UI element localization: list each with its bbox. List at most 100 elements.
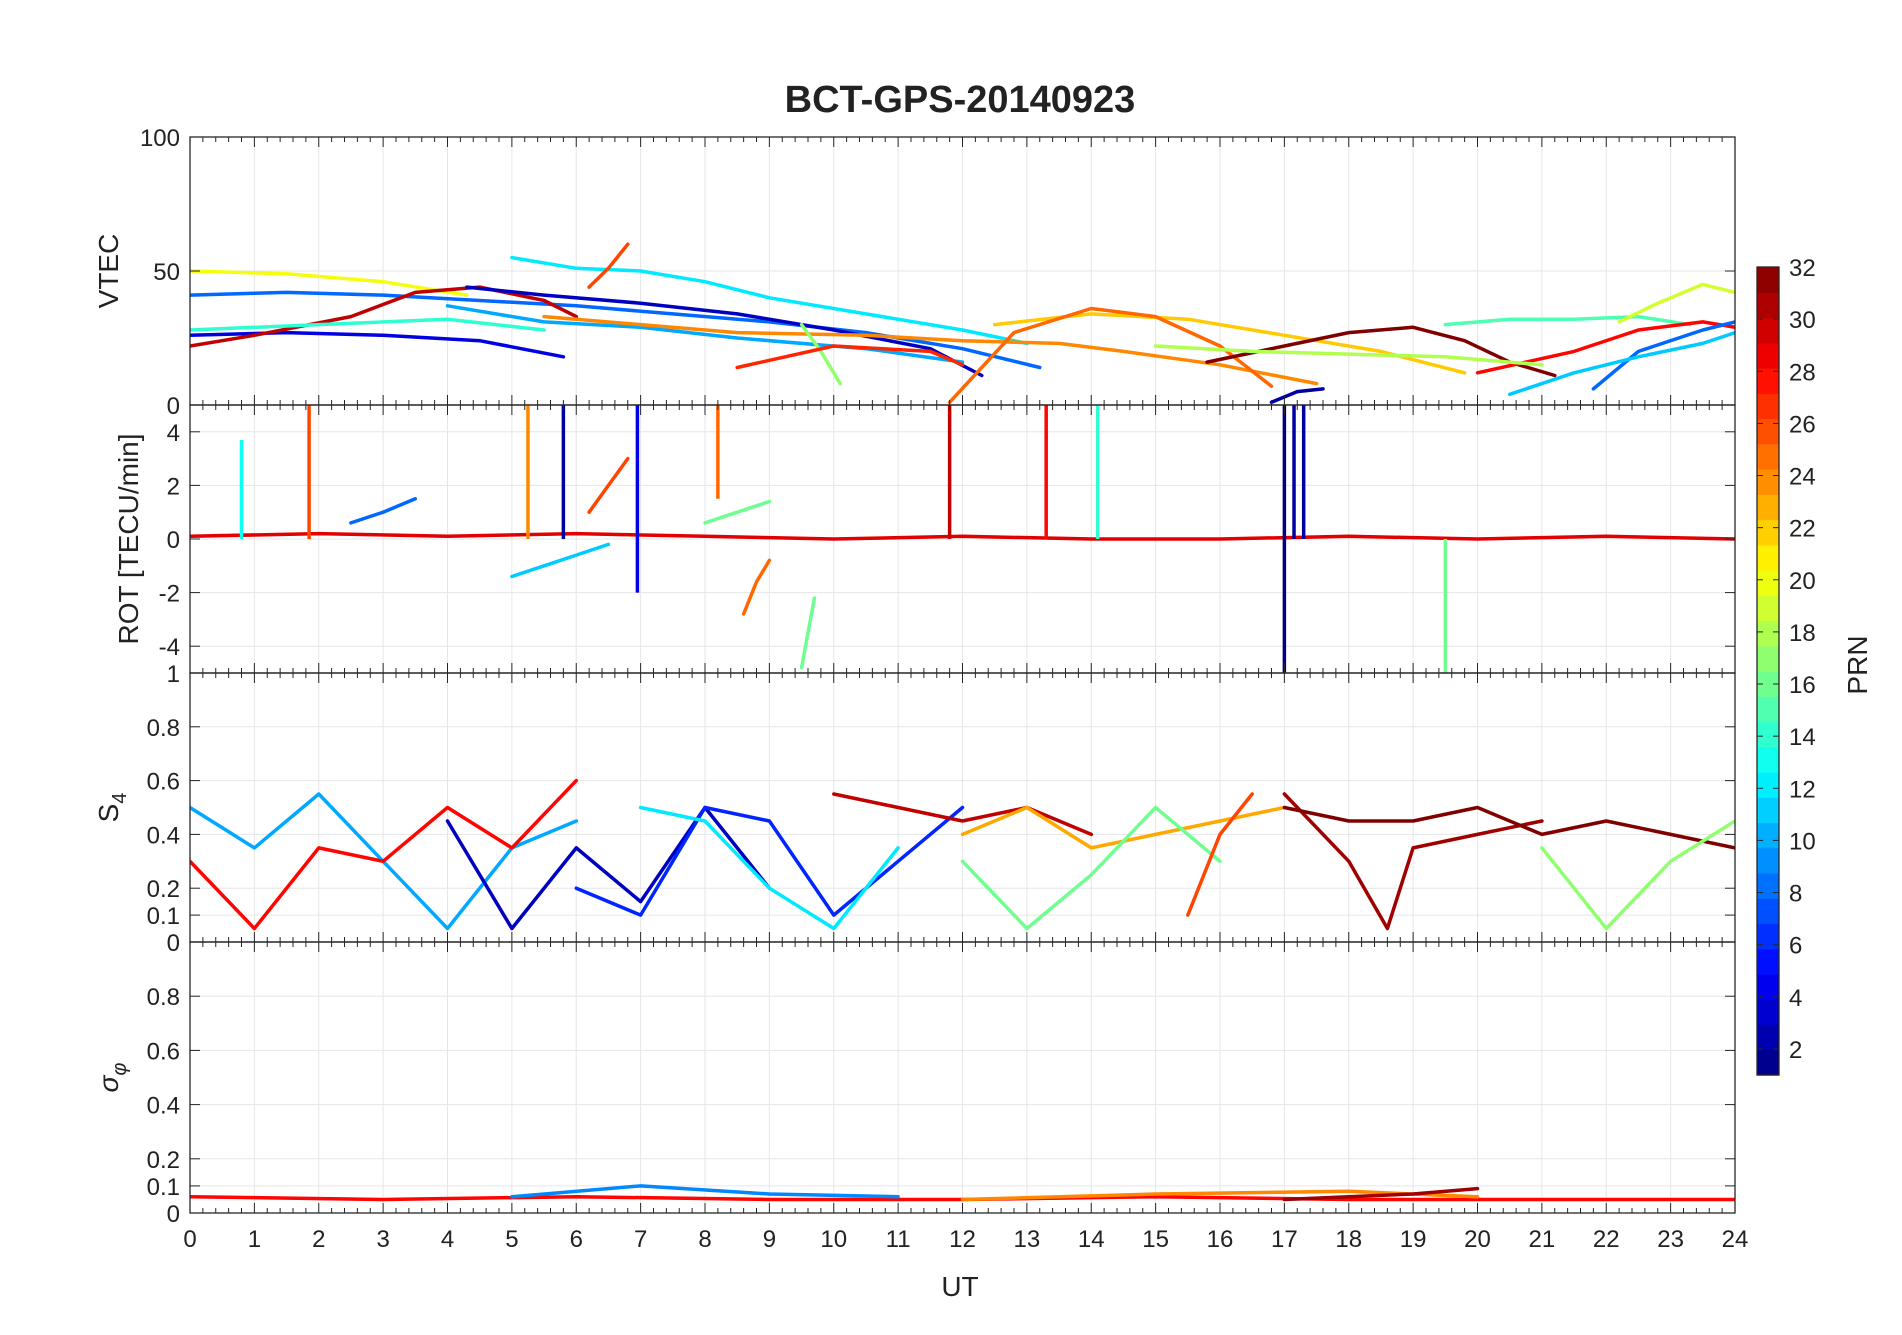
colorbar-segment bbox=[1757, 671, 1779, 697]
series-line-prn-3 bbox=[445, 805, 772, 931]
y-tick-label: 0.2 bbox=[147, 876, 180, 903]
x-tick-label: 19 bbox=[1400, 1226, 1427, 1253]
y-tick-label: 0.4 bbox=[147, 1093, 180, 1120]
y-tick-label: 4 bbox=[167, 420, 180, 447]
x-tick-label: 16 bbox=[1207, 1226, 1234, 1253]
colorbar-segment bbox=[1757, 544, 1779, 571]
colorbar-segment bbox=[1757, 898, 1779, 925]
series-group bbox=[190, 242, 1735, 405]
x-tick-label: 14 bbox=[1078, 1226, 1105, 1253]
series-line-prn-25 bbox=[741, 558, 772, 616]
series-line-prn-12 bbox=[510, 255, 1029, 346]
colorbar-tick-label: 16 bbox=[1789, 672, 1816, 699]
series-line-prn-10 bbox=[445, 304, 965, 364]
y-tick-label: 0 bbox=[167, 527, 180, 554]
y-tick-label: 0.1 bbox=[147, 903, 180, 930]
colorbar-segment bbox=[1757, 772, 1779, 798]
x-tick-label: 3 bbox=[376, 1226, 389, 1253]
series-line-prn-14 bbox=[190, 317, 546, 332]
series-line-prn-20 bbox=[190, 269, 469, 297]
series-group bbox=[190, 405, 1735, 673]
colorbar-segment bbox=[1757, 873, 1779, 899]
colorbar-segment bbox=[1757, 368, 1779, 394]
colorbar-segment bbox=[1757, 1049, 1779, 1076]
y-axis-label: σφ bbox=[93, 1063, 131, 1093]
x-tick-label: 23 bbox=[1657, 1226, 1684, 1253]
y-tick-label: 2 bbox=[167, 473, 180, 500]
y-tick-label: -2 bbox=[159, 581, 180, 608]
y-tick-label: 0.1 bbox=[147, 1174, 180, 1201]
colorbar-segment bbox=[1757, 847, 1779, 874]
colorbar-segment bbox=[1757, 1024, 1779, 1051]
colorbar-tick-label: 2 bbox=[1789, 1037, 1802, 1064]
colorbar-segment bbox=[1757, 746, 1779, 773]
y-tick-label: 0 bbox=[167, 393, 180, 420]
colorbar-segment bbox=[1757, 342, 1779, 369]
y-tick-label: 0 bbox=[167, 930, 180, 957]
series-line-prn-30 bbox=[190, 285, 579, 348]
colorbar-segment bbox=[1757, 267, 1779, 293]
y-tick-label: 0.4 bbox=[147, 822, 180, 849]
colorbar-tick-label: 4 bbox=[1789, 985, 1802, 1012]
x-tick-label: 15 bbox=[1142, 1226, 1169, 1253]
x-tick-label: 24 bbox=[1722, 1226, 1749, 1253]
series-line-prn-12 bbox=[638, 805, 900, 931]
colorbar-segment bbox=[1757, 595, 1779, 622]
x-tick-label: 12 bbox=[949, 1226, 976, 1253]
series-line-prn-28 bbox=[1475, 320, 1735, 375]
colorbar-segment bbox=[1757, 721, 1779, 748]
y-tick-label: 50 bbox=[153, 259, 180, 286]
x-axis-label: UT bbox=[941, 1271, 978, 1302]
x-tick-label: 6 bbox=[570, 1226, 583, 1253]
series-line-prn-18 bbox=[1153, 344, 1544, 367]
series-line-prn-8 bbox=[190, 290, 1042, 370]
series-line-prn-26 bbox=[587, 456, 630, 514]
x-tick-label: 5 bbox=[505, 1226, 518, 1253]
series-line-prn-3 bbox=[465, 285, 984, 378]
series-line-prn-11 bbox=[1507, 330, 1735, 397]
series-line-prn-15 bbox=[1443, 314, 1692, 327]
colorbar-segment bbox=[1757, 620, 1779, 647]
colorbar-segment bbox=[1757, 469, 1779, 495]
colorbar-tick-label: 28 bbox=[1789, 359, 1816, 386]
series-line-prn-26 bbox=[1186, 792, 1254, 917]
colorbar-tick-label: 10 bbox=[1789, 828, 1816, 855]
colorbar-tick-label: 6 bbox=[1789, 933, 1802, 960]
x-tick-label: 9 bbox=[763, 1226, 776, 1253]
x-tick-label: 22 bbox=[1593, 1226, 1620, 1253]
y-axis-label: S4 bbox=[93, 793, 131, 823]
series-line-prn-24 bbox=[542, 314, 1319, 386]
colorbar-segment bbox=[1757, 974, 1779, 1000]
series-line-prn-17 bbox=[1540, 819, 1735, 931]
series-line-prn-31 bbox=[1282, 792, 1544, 931]
series-line-prn-31 bbox=[1282, 1186, 1480, 1202]
series-line-prn-6 bbox=[574, 805, 965, 917]
x-tick-label: 4 bbox=[441, 1226, 454, 1253]
series-line-prn-16 bbox=[703, 499, 772, 525]
colorbar-tick-label: 8 bbox=[1789, 881, 1802, 908]
y-tick-label: 0.6 bbox=[147, 1038, 180, 1065]
y-tick-label: 0.8 bbox=[147, 715, 180, 742]
series-line-prn-29 bbox=[190, 531, 1735, 541]
colorbar-tick-label: 30 bbox=[1789, 307, 1816, 334]
colorbar-frame bbox=[1756, 266, 1780, 1076]
colorbar-segment bbox=[1757, 797, 1779, 824]
series-line-prn-27 bbox=[735, 344, 965, 370]
colorbar-tick-label: 26 bbox=[1789, 411, 1816, 438]
series-line-prn-8 bbox=[349, 497, 418, 525]
series-line-prn-11 bbox=[510, 542, 611, 579]
colorbar-segment bbox=[1757, 696, 1779, 723]
series-line-prn-17 bbox=[799, 322, 842, 386]
y-tick-label: 0 bbox=[167, 1201, 180, 1228]
colorbar-segment bbox=[1757, 519, 1779, 546]
series-line-prn-26 bbox=[587, 242, 630, 289]
panel-vtec: 0 50 100 VTEC bbox=[93, 125, 1736, 420]
y-tick-label: 0.6 bbox=[147, 769, 180, 796]
colorbar-segment bbox=[1757, 443, 1779, 470]
colorbar-tick-label: 12 bbox=[1789, 776, 1816, 803]
x-tick-label: 7 bbox=[634, 1226, 647, 1253]
